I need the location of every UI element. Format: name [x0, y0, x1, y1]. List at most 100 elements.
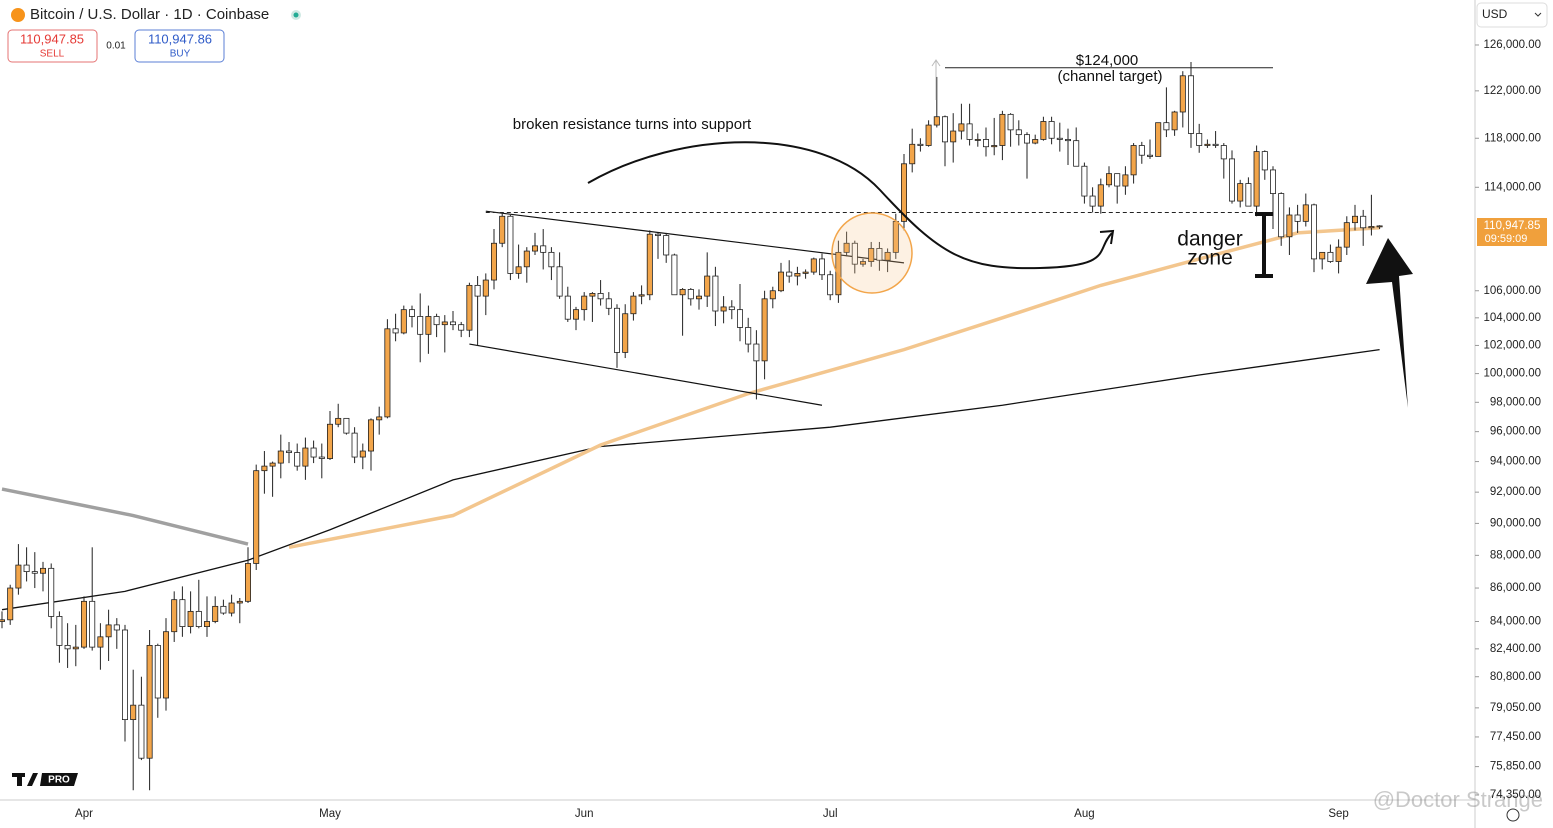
candle-body: [162, 631, 169, 699]
candle-body: [819, 258, 826, 276]
y-tick-label: 98,000.00: [1490, 396, 1541, 408]
candle-body: [1007, 113, 1014, 131]
candle-body: [933, 116, 940, 126]
btc-icon: [11, 8, 25, 22]
candle-body: [392, 328, 399, 334]
annotation: zone: [1187, 247, 1233, 270]
y-tick-label: 84,000.00: [1490, 616, 1541, 628]
x-tick-label: Jul: [823, 808, 838, 820]
candle-body: [335, 417, 342, 425]
candle-body: [564, 295, 571, 320]
y-tick-label: 106,000.00: [1483, 285, 1541, 297]
x-tick-label: Sep: [1328, 808, 1348, 820]
y-tick-label: 118,000.00: [1484, 132, 1541, 144]
buy-button[interactable]: [134, 29, 225, 63]
trendline: [485, 210, 905, 264]
trendline: [469, 343, 823, 406]
curve-arrow: [587, 141, 1113, 270]
candle-body: [1253, 151, 1260, 207]
candle-body: [72, 646, 79, 650]
candle-body: [901, 163, 908, 222]
candle-body: [720, 306, 727, 312]
candle-body: [597, 293, 604, 300]
candle-body: [630, 295, 637, 315]
candle-body: [1352, 215, 1359, 224]
candle-body: [23, 564, 30, 573]
y-tick-label: 77,450.00: [1490, 731, 1541, 743]
candle-body: [1081, 165, 1088, 197]
candle-body: [7, 587, 14, 621]
countdown: 09:59:09: [1485, 233, 1528, 245]
settings-icon[interactable]: [1506, 808, 1520, 822]
tv-logo: [27, 773, 38, 786]
candle-body: [958, 123, 965, 132]
candle-body: [712, 275, 719, 312]
candle-body: [1138, 145, 1145, 156]
candle-body: [48, 567, 55, 617]
candle-body: [294, 452, 301, 467]
spread: 0.01: [106, 41, 126, 52]
candle-body: [761, 298, 768, 362]
candle-body: [302, 447, 309, 467]
candle-body: [220, 605, 227, 614]
candle-body: [614, 307, 621, 353]
candle-body: [1212, 143, 1219, 146]
y-tick-label: 104,000.00: [1483, 312, 1541, 324]
candle-body: [966, 123, 973, 140]
y-tick-label: 79,050.00: [1490, 702, 1541, 714]
candle-body: [1278, 193, 1285, 238]
candle-body: [605, 298, 612, 309]
x-tick-label: Aug: [1074, 808, 1094, 820]
candle-body: [876, 248, 883, 261]
currency-select[interactable]: [1476, 2, 1548, 28]
candle-body: [15, 564, 22, 589]
y-tick-label: 114,000.00: [1484, 181, 1541, 193]
candle-body: [917, 143, 924, 146]
y-tick-label: 75,850.00: [1490, 761, 1541, 773]
candle-body: [130, 704, 137, 721]
candle-body: [843, 242, 850, 253]
candle-body: [515, 266, 522, 274]
moving-average: [1, 348, 1380, 611]
candle-body: [179, 599, 186, 627]
candle-body: [1311, 204, 1318, 260]
candle-body: [310, 447, 317, 458]
candle-body: [154, 645, 161, 699]
moving-average: [1, 487, 249, 546]
candle-body: [1294, 214, 1301, 222]
y-tick-label: 126,000.00: [1483, 39, 1541, 51]
y-tick-label: 90,000.00: [1490, 517, 1541, 529]
candle-body: [1302, 204, 1309, 222]
candle-body: [343, 417, 350, 434]
candle-body: [622, 313, 629, 353]
candle-body: [1229, 158, 1236, 202]
candle-body: [31, 571, 38, 574]
candle-body: [359, 450, 366, 458]
plot: [0, 62, 1383, 791]
candle-body: [737, 309, 744, 328]
candle-body: [671, 254, 678, 296]
sell-button[interactable]: [7, 29, 98, 63]
annotation: broken resistance turns into support: [513, 116, 752, 133]
y-tick-label: 96,000.00: [1490, 426, 1541, 438]
candle-body: [974, 139, 981, 141]
candle-body: [1130, 145, 1137, 176]
candle-body: [663, 235, 670, 256]
pro-badge: [40, 773, 78, 786]
candle-body: [474, 284, 481, 297]
candle-body: [983, 139, 990, 148]
candle-body: [1335, 246, 1342, 262]
candle-body: [1376, 225, 1383, 228]
y-tick-label: 100,000.00: [1483, 368, 1541, 380]
candle-body: [1220, 145, 1227, 160]
x-tick-label: Jun: [575, 808, 594, 820]
y-tick-label: 74,350.00: [1490, 789, 1541, 801]
candle-body: [868, 248, 875, 262]
candle-body: [40, 567, 47, 574]
candle-body: [1097, 184, 1104, 207]
candle-body: [212, 605, 219, 622]
candle-body: [1286, 214, 1293, 238]
candle-body: [810, 258, 817, 273]
